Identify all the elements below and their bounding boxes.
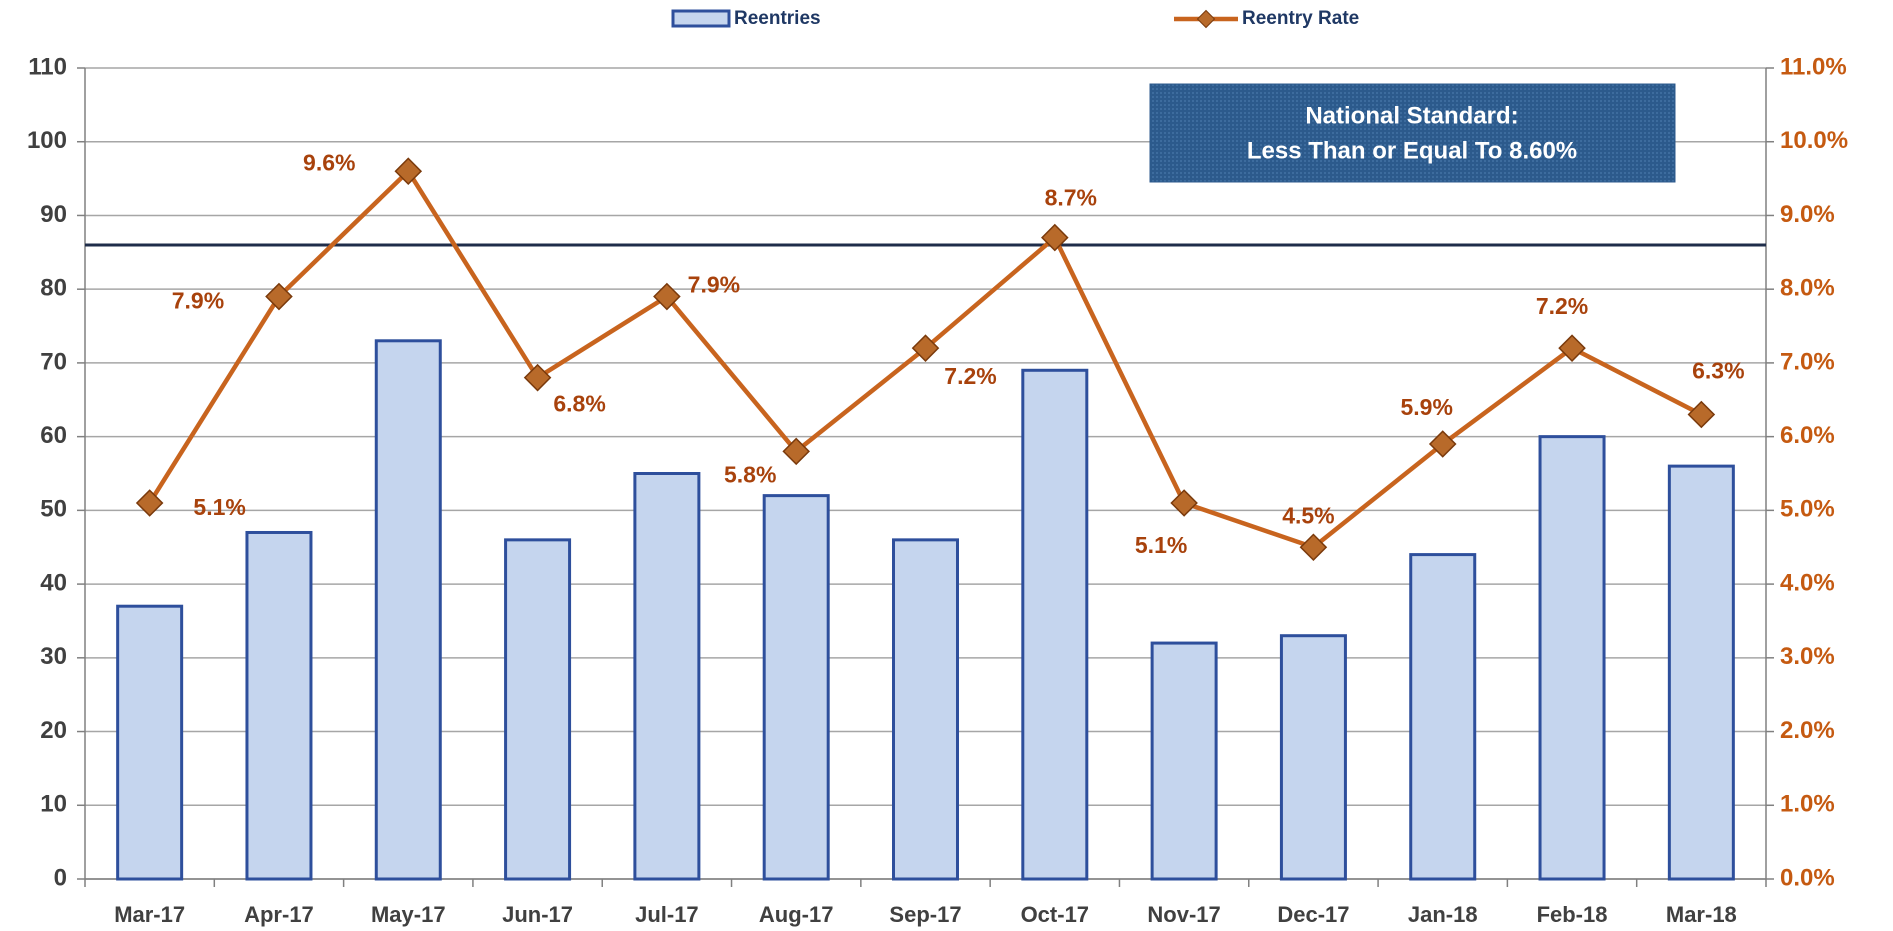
marker xyxy=(394,157,423,186)
data-label: 5.1% xyxy=(193,494,245,520)
y-tick-label: 30 xyxy=(40,643,67,670)
y-tick-label: 100 xyxy=(27,127,67,154)
bar xyxy=(1409,553,1477,881)
bar xyxy=(504,538,572,881)
annotation-text: Less Than or Equal To 8.60% xyxy=(1247,137,1577,164)
y2-tick-label: 9.0% xyxy=(1780,201,1835,228)
data-label: 7.9% xyxy=(688,272,740,298)
y-tick-label: 40 xyxy=(40,569,67,596)
legend-marker xyxy=(1196,9,1216,29)
y-tick-label: 110 xyxy=(28,53,67,80)
y2-tick-label: 11.0% xyxy=(1780,53,1847,80)
data-label: 5.8% xyxy=(724,461,776,487)
marker xyxy=(1558,334,1586,362)
y2-tick-label: 5.0% xyxy=(1780,496,1835,523)
marker xyxy=(653,282,681,311)
y2-tick-label: 6.0% xyxy=(1780,422,1835,449)
data-label: 8.7% xyxy=(1045,185,1097,211)
data-label: 7.2% xyxy=(944,363,996,389)
y-tick-label: 70 xyxy=(40,348,67,375)
y-tick-label: 90 xyxy=(40,201,67,228)
x-tick-label: Nov-17 xyxy=(1147,902,1220,927)
bar xyxy=(1667,464,1735,881)
bar xyxy=(1150,641,1218,881)
y2-tick-label: 0.0% xyxy=(1780,864,1835,891)
marker xyxy=(523,363,552,392)
x-tick-label: May-17 xyxy=(371,902,446,927)
y2-tick-label: 10.0% xyxy=(1780,127,1848,154)
bar xyxy=(1021,368,1089,881)
x-tick-label: Dec-17 xyxy=(1277,902,1349,927)
marker xyxy=(135,489,164,517)
y2-tick-label: 2.0% xyxy=(1780,717,1835,744)
data-label: 7.9% xyxy=(172,288,224,314)
x-tick-label: Oct-17 xyxy=(1021,902,1089,927)
data-label: 7.2% xyxy=(1536,293,1588,319)
bar xyxy=(116,604,184,881)
bar xyxy=(633,472,701,881)
x-tick-label: Jan-18 xyxy=(1408,902,1478,927)
y-tick-label: 10 xyxy=(40,791,67,818)
y2-tick-label: 7.0% xyxy=(1780,348,1835,375)
bar xyxy=(892,538,959,881)
marker xyxy=(265,282,293,311)
marker xyxy=(1428,430,1457,458)
y2-tick-label: 4.0% xyxy=(1780,569,1835,596)
annotation-text: National Standard: xyxy=(1305,102,1518,129)
bar xyxy=(245,530,313,881)
y2-tick-label: 3.0% xyxy=(1780,643,1835,670)
annotation-box xyxy=(1149,83,1676,183)
x-tick-label: Sep-17 xyxy=(889,902,961,927)
marker xyxy=(782,437,810,466)
x-tick-label: Feb-18 xyxy=(1537,902,1608,927)
x-tick-label: Aug-17 xyxy=(759,902,834,927)
bar xyxy=(762,494,830,881)
legend-swatch xyxy=(671,9,731,28)
data-label: 4.5% xyxy=(1282,502,1334,528)
bar xyxy=(374,339,442,881)
marker xyxy=(1299,533,1328,562)
y2-tick-label: 1.0% xyxy=(1780,791,1835,818)
x-tick-label: Jul-17 xyxy=(635,902,699,927)
marker xyxy=(1170,489,1198,517)
y-tick-label: 50 xyxy=(40,496,67,523)
y2-tick-label: 8.0% xyxy=(1780,275,1835,302)
x-tick-label: Apr-17 xyxy=(244,902,314,927)
x-tick-label: Mar-17 xyxy=(114,902,185,927)
y-tick-label: 80 xyxy=(40,275,67,302)
data-label: 5.1% xyxy=(1135,532,1187,558)
marker xyxy=(1041,223,1069,252)
data-label: 9.6% xyxy=(303,149,355,175)
legend-label: Reentries xyxy=(734,8,821,29)
bar xyxy=(1538,435,1606,881)
data-label: 6.3% xyxy=(1692,358,1744,384)
legend-label: Reentry Rate xyxy=(1242,8,1359,29)
marker xyxy=(1687,400,1716,429)
data-label: 6.8% xyxy=(553,391,605,417)
y-tick-label: 20 xyxy=(40,717,67,744)
marker xyxy=(911,334,940,362)
x-tick-label: Mar-18 xyxy=(1666,902,1737,927)
y-tick-label: 0 xyxy=(54,864,67,891)
bar xyxy=(1279,634,1347,881)
data-label: 5.9% xyxy=(1401,394,1453,420)
x-tick-label: Jun-17 xyxy=(502,902,573,927)
y-tick-label: 60 xyxy=(40,422,67,449)
